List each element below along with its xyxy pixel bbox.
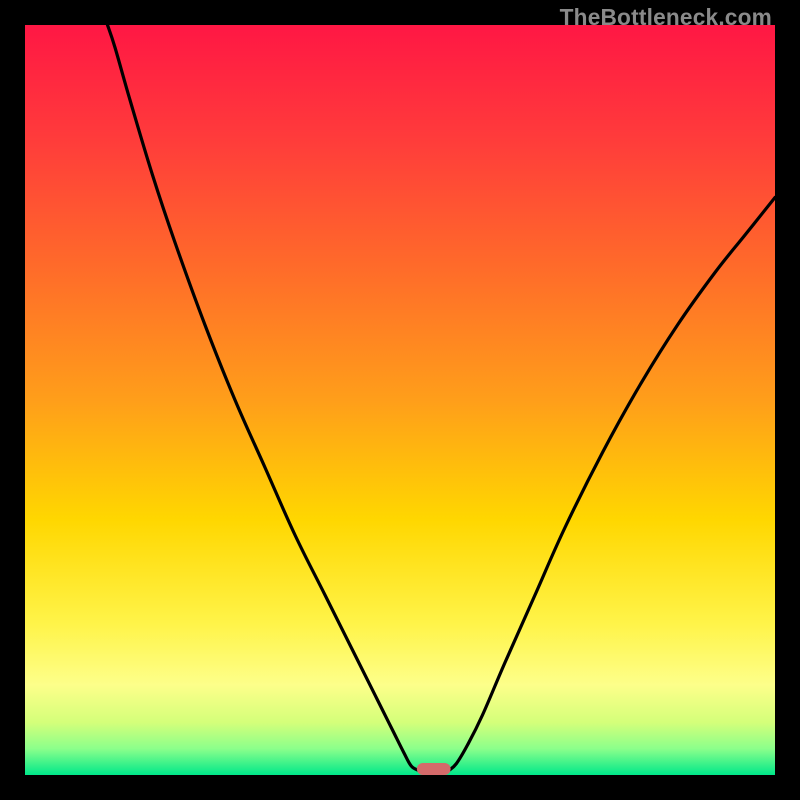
gradient-background [25, 25, 775, 775]
watermark-text: TheBottleneck.com [560, 4, 772, 31]
plot-area [25, 25, 775, 775]
chart-frame: TheBottleneck.com [0, 0, 800, 800]
plot-svg [25, 25, 775, 775]
valley-marker [417, 763, 451, 775]
